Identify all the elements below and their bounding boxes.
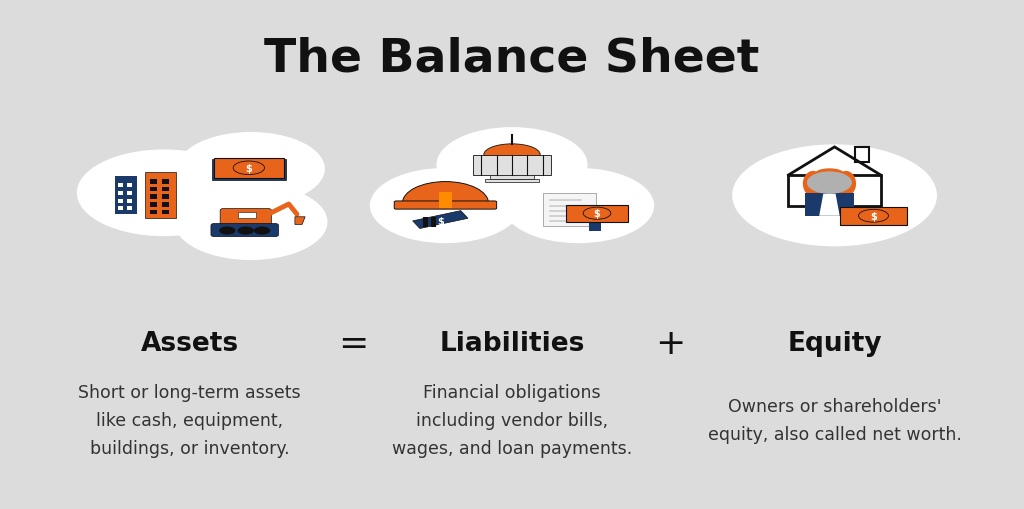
FancyBboxPatch shape (431, 217, 436, 228)
Text: $: $ (870, 211, 877, 221)
Text: +: + (655, 327, 686, 360)
Polygon shape (819, 194, 840, 216)
Circle shape (177, 133, 325, 206)
Circle shape (732, 145, 937, 247)
Circle shape (238, 227, 254, 235)
FancyBboxPatch shape (150, 203, 157, 207)
Circle shape (254, 227, 270, 235)
Ellipse shape (815, 169, 844, 179)
FancyBboxPatch shape (212, 159, 286, 181)
Text: $: $ (246, 163, 252, 174)
FancyBboxPatch shape (805, 193, 854, 216)
FancyBboxPatch shape (127, 184, 132, 188)
FancyBboxPatch shape (543, 193, 596, 227)
FancyBboxPatch shape (118, 191, 123, 195)
Text: $: $ (594, 209, 600, 219)
FancyBboxPatch shape (214, 159, 284, 178)
Wedge shape (402, 182, 488, 204)
Circle shape (436, 128, 588, 203)
Text: The Balance Sheet: The Balance Sheet (264, 36, 760, 81)
Circle shape (174, 184, 328, 261)
FancyBboxPatch shape (162, 203, 169, 207)
Ellipse shape (836, 172, 856, 197)
FancyBboxPatch shape (485, 179, 539, 183)
Polygon shape (295, 217, 305, 225)
Text: =: = (338, 327, 369, 360)
Circle shape (77, 150, 251, 237)
Text: $: $ (437, 216, 443, 227)
Ellipse shape (858, 210, 889, 223)
Text: Owners or shareholders'
equity, also called net worth.: Owners or shareholders' equity, also cal… (708, 397, 962, 443)
FancyBboxPatch shape (118, 199, 123, 203)
FancyBboxPatch shape (162, 180, 169, 184)
FancyBboxPatch shape (162, 210, 169, 215)
Circle shape (807, 172, 852, 194)
FancyBboxPatch shape (220, 209, 271, 228)
FancyBboxPatch shape (150, 210, 157, 215)
FancyBboxPatch shape (118, 184, 123, 188)
FancyBboxPatch shape (211, 224, 279, 237)
FancyBboxPatch shape (115, 177, 137, 215)
Circle shape (370, 168, 521, 244)
FancyBboxPatch shape (118, 207, 123, 211)
Ellipse shape (803, 172, 823, 197)
Polygon shape (413, 211, 468, 229)
Ellipse shape (233, 162, 264, 175)
Text: Short or long-term assets
like cash, equipment,
buildings, or inventory.: Short or long-term assets like cash, equ… (78, 383, 301, 457)
FancyBboxPatch shape (473, 155, 551, 176)
FancyBboxPatch shape (238, 213, 256, 219)
FancyBboxPatch shape (162, 187, 169, 192)
Text: Equity: Equity (787, 331, 882, 356)
FancyBboxPatch shape (162, 195, 169, 200)
FancyBboxPatch shape (145, 173, 176, 219)
FancyBboxPatch shape (150, 187, 157, 192)
FancyBboxPatch shape (566, 205, 628, 222)
FancyBboxPatch shape (150, 180, 157, 184)
FancyBboxPatch shape (423, 217, 428, 228)
FancyBboxPatch shape (589, 211, 601, 232)
Text: Financial obligations
including vendor bills,
wages, and loan payments.: Financial obligations including vendor b… (392, 383, 632, 457)
FancyBboxPatch shape (127, 191, 132, 195)
FancyBboxPatch shape (150, 195, 157, 200)
FancyBboxPatch shape (127, 207, 132, 211)
Text: Liabilities: Liabilities (439, 331, 585, 356)
Circle shape (219, 227, 236, 235)
FancyBboxPatch shape (490, 176, 534, 179)
FancyBboxPatch shape (127, 199, 132, 203)
FancyBboxPatch shape (394, 202, 497, 210)
Ellipse shape (483, 145, 541, 166)
Circle shape (503, 168, 654, 244)
FancyBboxPatch shape (840, 207, 907, 225)
FancyBboxPatch shape (439, 192, 452, 209)
Text: Assets: Assets (140, 331, 239, 356)
Ellipse shape (584, 208, 610, 220)
